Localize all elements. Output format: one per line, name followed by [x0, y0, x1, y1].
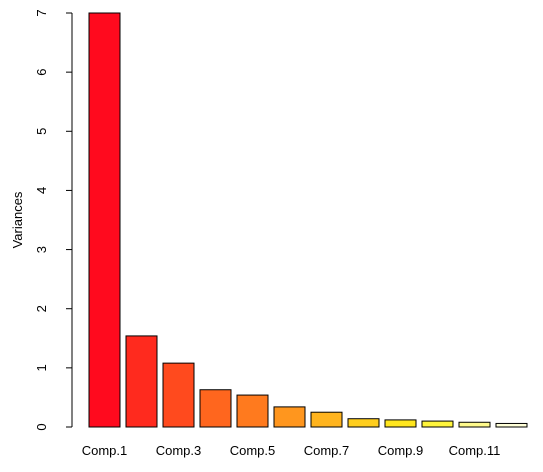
- bar: [310, 411, 343, 428]
- y-tick-label: 6: [34, 69, 49, 76]
- bar: [458, 421, 491, 428]
- x-tick-label: Comp.1: [82, 443, 128, 458]
- y-tick-label: 0: [34, 423, 49, 430]
- bar: [273, 406, 306, 428]
- bar: [199, 389, 232, 428]
- y-tick-label: 5: [34, 128, 49, 135]
- y-tick-label: 2: [34, 305, 49, 312]
- x-tick-label: Comp.5: [230, 443, 276, 458]
- bar: [347, 418, 380, 428]
- x-tick-label: Comp.11: [449, 443, 501, 458]
- bar: [421, 420, 454, 428]
- y-tick-label: 4: [34, 187, 49, 194]
- bar: [88, 12, 121, 428]
- bar: [236, 394, 269, 428]
- y-tick-label: 3: [34, 246, 49, 253]
- bar: [162, 362, 195, 428]
- bar: [125, 335, 158, 428]
- y-tick-label: 7: [34, 9, 49, 16]
- y-axis-label: Variances: [10, 191, 25, 248]
- x-tick-label: Comp.9: [378, 443, 424, 458]
- bar: [384, 419, 417, 428]
- y-tick-label: 1: [34, 364, 49, 371]
- x-tick-label: Comp.3: [156, 443, 202, 458]
- x-tick-label: Comp.7: [304, 443, 350, 458]
- bar: [495, 422, 528, 428]
